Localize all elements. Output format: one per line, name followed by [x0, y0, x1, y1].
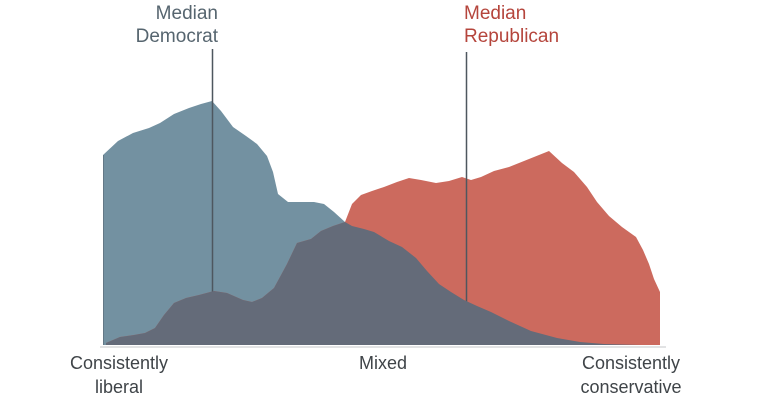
axis-label-mixed: Mixed [358, 353, 408, 373]
democrat-area [103, 101, 642, 345]
overlap-area [106, 222, 642, 345]
axis-label-consistently-liberal: Consistently liberal [69, 353, 169, 397]
median-democrat-label-line1: Median [155, 3, 218, 24]
axis-label-consistently-conservative: Consistently conservative [580, 353, 682, 397]
median-republican-label-line2: Republican [464, 26, 560, 47]
median-democrat-label: Median Democrat [136, 2, 218, 48]
median-democrat-label-line2: Democrat [135, 26, 218, 47]
median-republican-label: Median Republican [464, 2, 559, 48]
median-republican-label-line1: Median [464, 3, 527, 24]
